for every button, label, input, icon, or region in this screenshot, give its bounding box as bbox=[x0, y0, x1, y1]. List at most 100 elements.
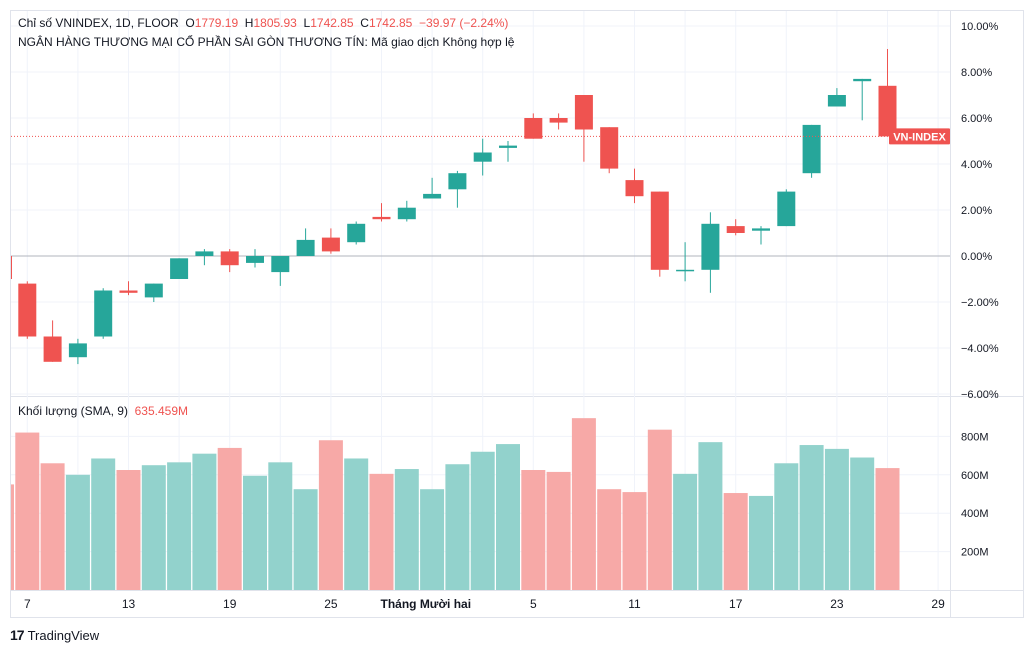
volume-label[interactable]: Khối lượng (SMA, 9) bbox=[18, 404, 128, 418]
price-tick-label: 6.00% bbox=[961, 113, 992, 125]
candle-body bbox=[119, 290, 138, 293]
candle-body bbox=[246, 256, 264, 263]
time-tick-label: 13 bbox=[122, 597, 136, 611]
volume-bar bbox=[15, 432, 40, 590]
price-tick-label: 10.00% bbox=[961, 21, 999, 33]
open-value: 1779.19 bbox=[194, 16, 239, 30]
volume-bar bbox=[344, 458, 369, 590]
volume-bar bbox=[622, 492, 647, 590]
volume-bar bbox=[723, 493, 748, 590]
candle-body bbox=[524, 118, 543, 139]
candle-body bbox=[777, 191, 796, 227]
chart-frame bbox=[10, 10, 1024, 618]
candle-body bbox=[43, 336, 62, 362]
chart-axes: 10.00% 8.00% 6.00% 4.00% 2.00% 0.00% −2.00% −4.… bbox=[24, 21, 999, 611]
volume-bar bbox=[647, 429, 672, 590]
volume-bar bbox=[268, 462, 293, 590]
candle-body bbox=[473, 152, 492, 162]
candle-body bbox=[423, 193, 442, 199]
tradingview-brand[interactable]: 17 TradingView bbox=[10, 627, 99, 643]
volume-bar bbox=[243, 475, 267, 590]
volume-bar bbox=[293, 489, 318, 590]
time-tick-label: 29 bbox=[931, 597, 945, 611]
volume-value: 635.459M bbox=[134, 404, 188, 418]
candle-body bbox=[144, 283, 163, 298]
volume-bar bbox=[546, 471, 571, 590]
candle-body bbox=[499, 145, 517, 148]
volume-bar bbox=[116, 470, 141, 590]
time-tick-label: 5 bbox=[530, 597, 537, 611]
volume-bar bbox=[11, 484, 14, 590]
candle-body bbox=[271, 256, 290, 273]
candle-body bbox=[549, 118, 568, 123]
candle-body bbox=[372, 216, 391, 220]
price-tick-label: 0.00% bbox=[961, 251, 992, 263]
low-value: 1742.85 bbox=[310, 16, 354, 30]
volume-bar bbox=[369, 473, 394, 590]
volume-bar bbox=[571, 418, 596, 590]
candle-body bbox=[625, 180, 644, 197]
candle-body bbox=[448, 173, 467, 190]
candle-body bbox=[94, 290, 113, 337]
volume-bar bbox=[799, 445, 824, 590]
high-value: 1805.93 bbox=[253, 16, 297, 30]
volume-bar bbox=[673, 473, 698, 590]
price-tick-label: 8.00% bbox=[961, 67, 992, 79]
candle-body bbox=[650, 191, 669, 270]
price-tick-label: −4.00% bbox=[961, 343, 999, 355]
volume-bar bbox=[65, 474, 90, 590]
time-tick-label: 11 bbox=[628, 597, 641, 611]
time-tick-label: 25 bbox=[324, 597, 338, 611]
candle-body bbox=[220, 251, 239, 266]
price-tick-label: −2.00% bbox=[961, 297, 999, 309]
chart-overlay: VN-INDEX bbox=[11, 128, 950, 145]
volume-bars bbox=[11, 418, 900, 590]
candle-body bbox=[68, 343, 87, 358]
volume-bar bbox=[141, 465, 166, 590]
price-candles bbox=[11, 49, 897, 365]
candle-body bbox=[726, 226, 745, 233]
change-value: −39.97 (−2.24%) bbox=[419, 16, 509, 30]
volume-bar bbox=[192, 453, 217, 590]
volume-bar bbox=[470, 451, 495, 590]
volume-bar bbox=[597, 489, 622, 590]
candle-body bbox=[878, 85, 897, 137]
volume-bar bbox=[521, 470, 546, 590]
volume-bar bbox=[91, 458, 116, 590]
candle-body bbox=[853, 78, 872, 82]
candle-body bbox=[600, 127, 619, 169]
price-tick-label: 4.00% bbox=[961, 159, 992, 171]
volume-bar bbox=[167, 462, 192, 590]
last-price-tag-label: VN-INDEX bbox=[893, 131, 946, 143]
volume-bar bbox=[850, 457, 875, 590]
time-tick-label: 7 bbox=[24, 597, 31, 611]
candle-body bbox=[321, 237, 340, 252]
volume-tick-label: 800M bbox=[961, 431, 989, 443]
close-value: 1742.85 bbox=[368, 16, 413, 30]
volume-bar bbox=[875, 468, 900, 590]
candle-body bbox=[347, 223, 366, 243]
volume-tick-label: 200M bbox=[961, 547, 989, 559]
price-tick-label: 2.00% bbox=[961, 205, 992, 217]
candle-body bbox=[397, 207, 416, 220]
subtitle: NGÂN HÀNG THƯƠNG MẠI CỔ PHẦN SÀI GÒN THƯ… bbox=[18, 35, 515, 49]
volume-bar bbox=[318, 440, 343, 590]
time-tick-label: 23 bbox=[830, 597, 844, 611]
candle-body bbox=[701, 223, 720, 270]
volume-tick-label: 600M bbox=[961, 470, 989, 482]
candle-body bbox=[574, 95, 593, 130]
volume-bar bbox=[824, 448, 849, 590]
candle-body bbox=[170, 258, 189, 279]
time-tick-label: 17 bbox=[729, 597, 743, 611]
last-price-tag bbox=[889, 128, 950, 145]
volume-bar bbox=[394, 469, 419, 590]
candle-body bbox=[676, 269, 695, 272]
volume-bar bbox=[40, 463, 65, 590]
candle-body bbox=[296, 239, 315, 256]
volume-bar bbox=[217, 447, 242, 590]
symbol-title[interactable]: Chỉ số VNINDEX, 1D, FLOOR bbox=[18, 16, 179, 30]
candle-body bbox=[802, 124, 821, 174]
tradingview-logo-icon: 17 bbox=[10, 627, 25, 643]
volume-bar bbox=[698, 442, 723, 590]
